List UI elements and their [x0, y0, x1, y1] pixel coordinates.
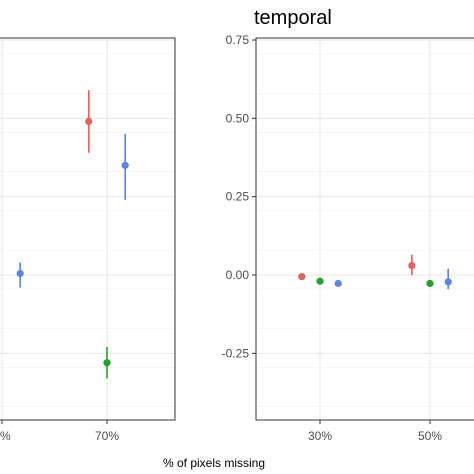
y-tick-label: 0.75 [226, 33, 250, 47]
data-point [444, 278, 452, 286]
left-panel-background [0, 38, 175, 420]
data-point [103, 359, 111, 367]
data-point [334, 279, 342, 288]
data-point [298, 272, 306, 281]
data-point [16, 269, 24, 278]
y-tick-label: 0.00 [226, 268, 250, 282]
x-tick-label: 70% [95, 429, 119, 443]
x-tick-label: 0% [0, 429, 11, 443]
data-point [408, 262, 416, 270]
x-tick-label: 50% [418, 429, 442, 443]
left-panel: 0% 70% [0, 37, 176, 443]
y-tick-label: 0.50 [226, 111, 250, 125]
left-panel-border [0, 37, 176, 421]
data-point [121, 161, 129, 169]
data-point [85, 117, 93, 126]
x-axis-title: % of pixels missing [163, 456, 265, 470]
y-tick-label: -0.25 [222, 346, 250, 360]
y-tick-label: 0.25 [226, 190, 250, 204]
panel-title-temporal: temporal [254, 7, 332, 29]
data-point [316, 277, 324, 285]
temporal-panel-background [256, 38, 474, 420]
data-point [426, 279, 434, 288]
x-tick-label: 30% [308, 429, 332, 443]
temporal-panel: 0.75 0.50 0.25 0.00 -0.25 30% 50% [222, 33, 474, 443]
temporal-panel-border [255, 37, 474, 421]
